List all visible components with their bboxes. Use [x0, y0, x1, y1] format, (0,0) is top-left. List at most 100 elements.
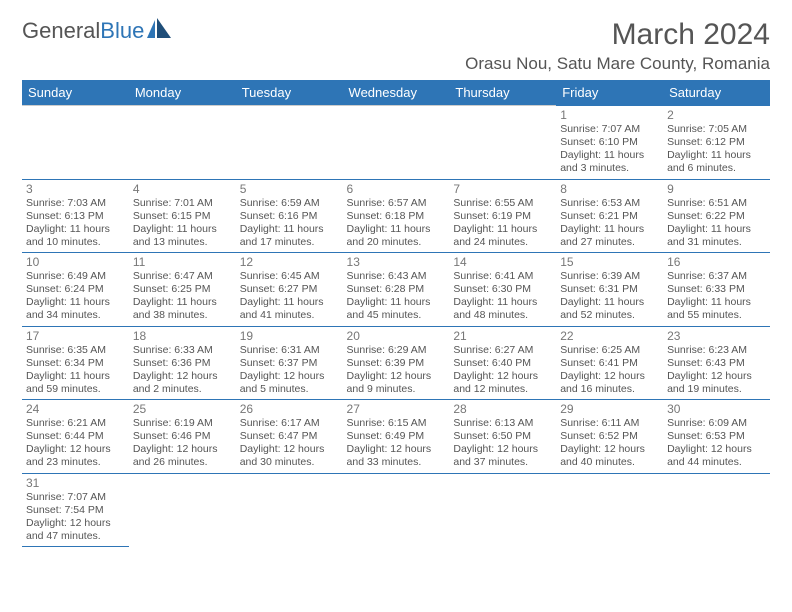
day-info: Sunrise: 6:19 AMSunset: 6:46 PMDaylight:…: [133, 417, 232, 470]
calendar-table: SundayMondayTuesdayWednesdayThursdayFrid…: [22, 80, 770, 547]
day-number: 18: [133, 329, 232, 343]
day-info: Sunrise: 6:51 AMSunset: 6:22 PMDaylight:…: [667, 197, 766, 250]
calendar-day-cell: 24Sunrise: 6:21 AMSunset: 6:44 PMDayligh…: [22, 400, 129, 474]
location: Orasu Nou, Satu Mare County, Romania: [465, 54, 770, 74]
day-number: 6: [347, 182, 446, 196]
calendar-day-cell: 14Sunrise: 6:41 AMSunset: 6:30 PMDayligh…: [449, 253, 556, 327]
logo-sail-icon: [147, 18, 173, 44]
day-number: 11: [133, 255, 232, 269]
day-info: Sunrise: 6:49 AMSunset: 6:24 PMDaylight:…: [26, 270, 125, 323]
calendar-day-cell: [129, 473, 236, 547]
logo-text-1: General: [22, 18, 100, 44]
calendar-day-cell: 20Sunrise: 6:29 AMSunset: 6:39 PMDayligh…: [343, 326, 450, 400]
day-number: 22: [560, 329, 659, 343]
day-number: 13: [347, 255, 446, 269]
day-info: Sunrise: 6:29 AMSunset: 6:39 PMDaylight:…: [347, 344, 446, 397]
day-number: 5: [240, 182, 339, 196]
calendar-day-cell: [449, 106, 556, 180]
dayname-header: Friday: [556, 80, 663, 106]
calendar-day-cell: 22Sunrise: 6:25 AMSunset: 6:41 PMDayligh…: [556, 326, 663, 400]
day-info: Sunrise: 6:13 AMSunset: 6:50 PMDaylight:…: [453, 417, 552, 470]
day-info: Sunrise: 7:07 AMSunset: 6:10 PMDaylight:…: [560, 123, 659, 176]
day-number: 14: [453, 255, 552, 269]
calendar-day-cell: 1Sunrise: 7:07 AMSunset: 6:10 PMDaylight…: [556, 106, 663, 180]
day-number: 9: [667, 182, 766, 196]
day-number: 30: [667, 402, 766, 416]
day-info: Sunrise: 6:27 AMSunset: 6:40 PMDaylight:…: [453, 344, 552, 397]
dayname-header: Wednesday: [343, 80, 450, 106]
day-number: 31: [26, 476, 125, 490]
day-number: 3: [26, 182, 125, 196]
calendar-day-cell: 31Sunrise: 7:07 AMSunset: 7:54 PMDayligh…: [22, 473, 129, 547]
calendar-day-cell: 23Sunrise: 6:23 AMSunset: 6:43 PMDayligh…: [663, 326, 770, 400]
calendar-day-cell: 5Sunrise: 6:59 AMSunset: 6:16 PMDaylight…: [236, 179, 343, 253]
day-number: 15: [560, 255, 659, 269]
calendar-day-cell: 19Sunrise: 6:31 AMSunset: 6:37 PMDayligh…: [236, 326, 343, 400]
calendar-day-cell: [129, 106, 236, 180]
day-info: Sunrise: 6:45 AMSunset: 6:27 PMDaylight:…: [240, 270, 339, 323]
day-info: Sunrise: 6:47 AMSunset: 6:25 PMDaylight:…: [133, 270, 232, 323]
month-title: March 2024: [465, 18, 770, 52]
calendar-week-row: 1Sunrise: 7:07 AMSunset: 6:10 PMDaylight…: [22, 106, 770, 180]
calendar-day-cell: 8Sunrise: 6:53 AMSunset: 6:21 PMDaylight…: [556, 179, 663, 253]
day-number: 29: [560, 402, 659, 416]
day-number: 20: [347, 329, 446, 343]
day-number: 24: [26, 402, 125, 416]
day-info: Sunrise: 6:33 AMSunset: 6:36 PMDaylight:…: [133, 344, 232, 397]
day-info: Sunrise: 6:53 AMSunset: 6:21 PMDaylight:…: [560, 197, 659, 250]
day-info: Sunrise: 6:57 AMSunset: 6:18 PMDaylight:…: [347, 197, 446, 250]
day-number: 25: [133, 402, 232, 416]
calendar-day-cell: 16Sunrise: 6:37 AMSunset: 6:33 PMDayligh…: [663, 253, 770, 327]
logo: GeneralBlue: [22, 18, 173, 44]
day-info: Sunrise: 6:41 AMSunset: 6:30 PMDaylight:…: [453, 270, 552, 323]
calendar-day-cell: 18Sunrise: 6:33 AMSunset: 6:36 PMDayligh…: [129, 326, 236, 400]
day-info: Sunrise: 6:23 AMSunset: 6:43 PMDaylight:…: [667, 344, 766, 397]
day-info: Sunrise: 7:05 AMSunset: 6:12 PMDaylight:…: [667, 123, 766, 176]
day-number: 1: [560, 108, 659, 122]
day-number: 21: [453, 329, 552, 343]
day-info: Sunrise: 6:21 AMSunset: 6:44 PMDaylight:…: [26, 417, 125, 470]
calendar-day-cell: 11Sunrise: 6:47 AMSunset: 6:25 PMDayligh…: [129, 253, 236, 327]
calendar-day-cell: [449, 473, 556, 547]
calendar-day-cell: 7Sunrise: 6:55 AMSunset: 6:19 PMDaylight…: [449, 179, 556, 253]
day-info: Sunrise: 6:25 AMSunset: 6:41 PMDaylight:…: [560, 344, 659, 397]
calendar-day-cell: [663, 473, 770, 547]
calendar-day-cell: 6Sunrise: 6:57 AMSunset: 6:18 PMDaylight…: [343, 179, 450, 253]
day-number: 2: [667, 108, 766, 122]
day-number: 4: [133, 182, 232, 196]
calendar-day-cell: 26Sunrise: 6:17 AMSunset: 6:47 PMDayligh…: [236, 400, 343, 474]
calendar-day-cell: 29Sunrise: 6:11 AMSunset: 6:52 PMDayligh…: [556, 400, 663, 474]
day-info: Sunrise: 6:37 AMSunset: 6:33 PMDaylight:…: [667, 270, 766, 323]
day-number: 27: [347, 402, 446, 416]
day-number: 26: [240, 402, 339, 416]
calendar-body: 1Sunrise: 7:07 AMSunset: 6:10 PMDaylight…: [22, 106, 770, 547]
day-number: 28: [453, 402, 552, 416]
day-info: Sunrise: 7:07 AMSunset: 7:54 PMDaylight:…: [26, 491, 125, 544]
calendar-head: SundayMondayTuesdayWednesdayThursdayFrid…: [22, 80, 770, 106]
dayname-header: Thursday: [449, 80, 556, 106]
day-number: 19: [240, 329, 339, 343]
calendar-week-row: 10Sunrise: 6:49 AMSunset: 6:24 PMDayligh…: [22, 253, 770, 327]
calendar-day-cell: 27Sunrise: 6:15 AMSunset: 6:49 PMDayligh…: [343, 400, 450, 474]
title-block: March 2024 Orasu Nou, Satu Mare County, …: [465, 18, 770, 74]
dayname-header: Monday: [129, 80, 236, 106]
day-info: Sunrise: 6:59 AMSunset: 6:16 PMDaylight:…: [240, 197, 339, 250]
calendar-week-row: 24Sunrise: 6:21 AMSunset: 6:44 PMDayligh…: [22, 400, 770, 474]
calendar-day-cell: [22, 106, 129, 180]
day-number: 7: [453, 182, 552, 196]
header: GeneralBlue March 2024 Orasu Nou, Satu M…: [22, 18, 770, 74]
dayname-header: Saturday: [663, 80, 770, 106]
day-info: Sunrise: 7:03 AMSunset: 6:13 PMDaylight:…: [26, 197, 125, 250]
calendar-day-cell: 28Sunrise: 6:13 AMSunset: 6:50 PMDayligh…: [449, 400, 556, 474]
day-info: Sunrise: 6:15 AMSunset: 6:49 PMDaylight:…: [347, 417, 446, 470]
dayname-header: Tuesday: [236, 80, 343, 106]
day-info: Sunrise: 6:11 AMSunset: 6:52 PMDaylight:…: [560, 417, 659, 470]
day-info: Sunrise: 6:09 AMSunset: 6:53 PMDaylight:…: [667, 417, 766, 470]
calendar-day-cell: 2Sunrise: 7:05 AMSunset: 6:12 PMDaylight…: [663, 106, 770, 180]
calendar-day-cell: 30Sunrise: 6:09 AMSunset: 6:53 PMDayligh…: [663, 400, 770, 474]
day-info: Sunrise: 6:39 AMSunset: 6:31 PMDaylight:…: [560, 270, 659, 323]
calendar-week-row: 17Sunrise: 6:35 AMSunset: 6:34 PMDayligh…: [22, 326, 770, 400]
calendar-day-cell: 9Sunrise: 6:51 AMSunset: 6:22 PMDaylight…: [663, 179, 770, 253]
day-info: Sunrise: 6:35 AMSunset: 6:34 PMDaylight:…: [26, 344, 125, 397]
day-info: Sunrise: 7:01 AMSunset: 6:15 PMDaylight:…: [133, 197, 232, 250]
